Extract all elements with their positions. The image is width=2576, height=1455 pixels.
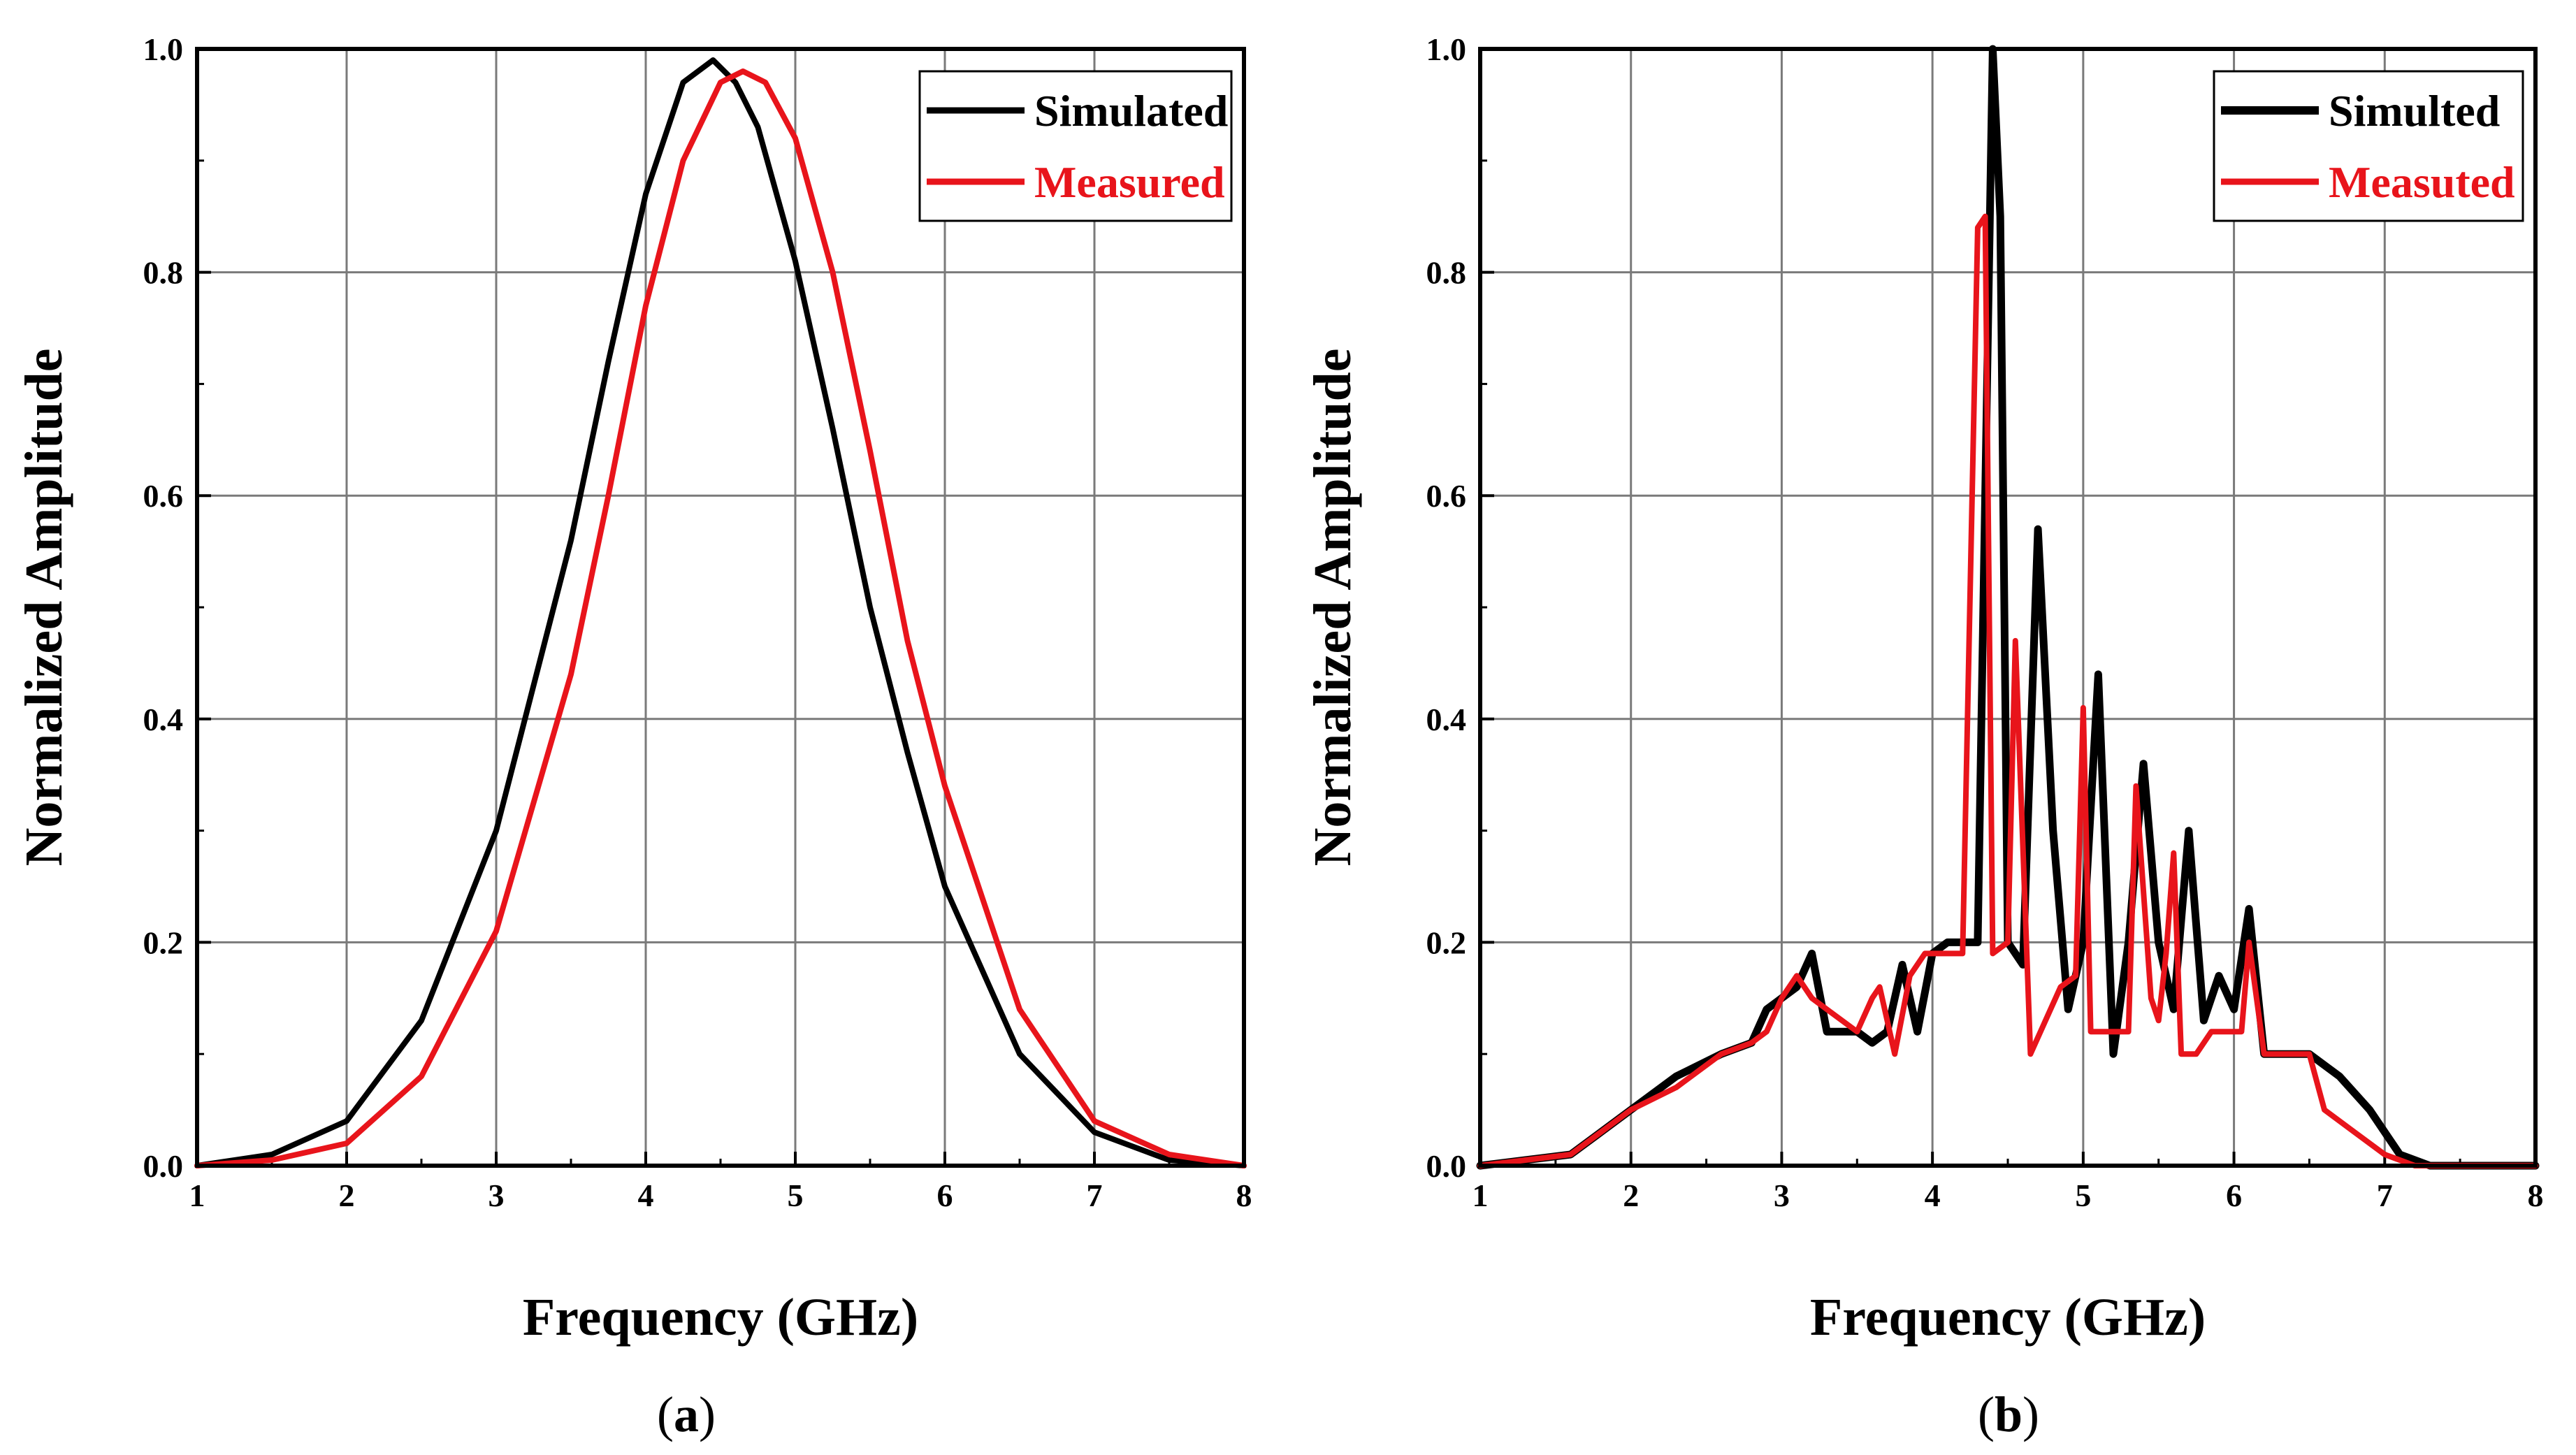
x-tick-label: 7 bbox=[1087, 1178, 1103, 1213]
x-tick-label: 7 bbox=[2377, 1178, 2393, 1213]
x-tick-label: 1 bbox=[1472, 1178, 1489, 1213]
x-tick-label: 1 bbox=[189, 1178, 205, 1213]
legend-label: Simulated bbox=[1034, 86, 1228, 136]
legend-box bbox=[918, 70, 1233, 222]
series-line-measured bbox=[194, 68, 1247, 1168]
chart-panel-a: 1 2 3 4 5 6 7 8 0.0 0.2 0.4 0.6 0.8 1.0 Simulated Measu… bbox=[15, 31, 1252, 1442]
legend-label: Measuted bbox=[2329, 157, 2515, 207]
panel-caption: (b) bbox=[1978, 1387, 2039, 1442]
x-tick-label: 6 bbox=[937, 1178, 953, 1213]
y-tick-label: 0.0 bbox=[143, 1148, 184, 1184]
y-tick-label: 0.4 bbox=[143, 702, 184, 737]
x-tick-label: 3 bbox=[1774, 1178, 1790, 1213]
y-tick-label: 0.2 bbox=[143, 925, 184, 960]
x-axis-title: Frequency (GHz) bbox=[1810, 1288, 2206, 1347]
x-tick-label: 2 bbox=[1623, 1178, 1639, 1213]
legend: Simulted Measuted bbox=[2213, 70, 2524, 222]
x-tick-label: 5 bbox=[788, 1178, 804, 1213]
chart-panel-b: 1 2 3 4 5 6 7 8 0.0 0.2 0.4 0.6 0.8 1.0 Simulted Measut… bbox=[1303, 31, 2544, 1442]
plot-frame bbox=[195, 47, 1246, 1168]
legend-box bbox=[2213, 70, 2524, 222]
y-tick-label: 1.0 bbox=[143, 31, 184, 67]
y-axis-title: Normalized Amplitude bbox=[1303, 349, 1362, 867]
series-line-measuted bbox=[1477, 213, 2538, 1168]
x-tick-label: 2 bbox=[339, 1178, 355, 1213]
x-tick-label: 8 bbox=[1236, 1178, 1252, 1213]
y-axis-title: Normalized Amplitude bbox=[15, 349, 73, 867]
legend-label: Simulted bbox=[2329, 86, 2500, 136]
y-tick-label: 0.8 bbox=[143, 255, 184, 291]
x-axis-title: Frequency (GHz) bbox=[523, 1288, 918, 1347]
series-line-simulated bbox=[194, 57, 1247, 1168]
plot-frame bbox=[1478, 47, 2538, 1168]
x-tick-label: 6 bbox=[2226, 1178, 2242, 1213]
y-tick-label: 0.2 bbox=[1426, 925, 1467, 960]
y-tick-label: 0.4 bbox=[1426, 702, 1467, 737]
panel-caption: (a) bbox=[657, 1387, 716, 1442]
x-tick-label: 3 bbox=[489, 1178, 505, 1213]
x-tick-label: 5 bbox=[2075, 1178, 2091, 1213]
y-tick-label: 1.0 bbox=[1426, 31, 1467, 67]
y-tick-label: 0.8 bbox=[1426, 255, 1467, 291]
legend-label: Measured bbox=[1034, 157, 1225, 207]
x-tick-label: 8 bbox=[2528, 1178, 2544, 1213]
y-tick-label: 0.6 bbox=[1426, 478, 1467, 514]
y-tick-label: 0.0 bbox=[1426, 1148, 1467, 1184]
x-tick-label: 4 bbox=[1925, 1178, 1941, 1213]
legend: Simulated Measured bbox=[918, 70, 1233, 222]
y-tick-label: 0.6 bbox=[143, 478, 184, 514]
series-line-simulted bbox=[1476, 45, 2540, 1170]
x-tick-label: 4 bbox=[638, 1178, 654, 1213]
